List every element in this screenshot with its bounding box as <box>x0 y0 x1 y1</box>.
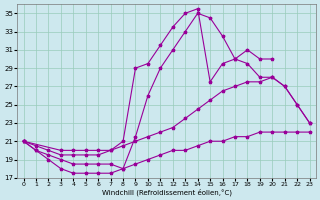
X-axis label: Windchill (Refroidissement éolien,°C): Windchill (Refroidissement éolien,°C) <box>101 188 232 196</box>
